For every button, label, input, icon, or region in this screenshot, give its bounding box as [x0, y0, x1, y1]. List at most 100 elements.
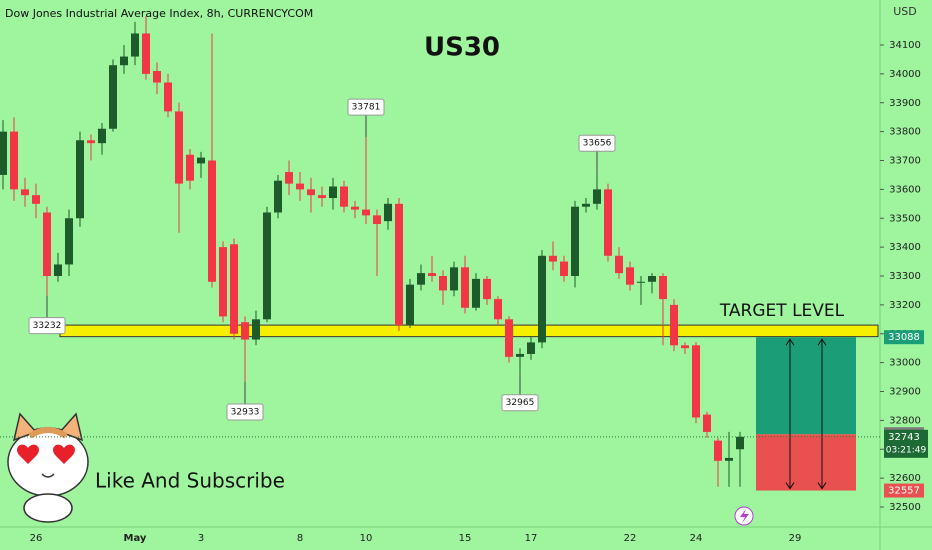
target-price-label: 33088 [888, 332, 920, 343]
candle-body [153, 70, 161, 83]
y-tick-label: 33900 [889, 98, 921, 109]
candle-body [87, 140, 95, 144]
cat-sticker [7, 412, 89, 523]
annotation-box [501, 394, 539, 412]
candle-body [725, 457, 733, 461]
x-tick-label: 10 [360, 533, 373, 544]
candle-body [32, 195, 40, 204]
candle-body [318, 195, 326, 199]
y-tick-label: 34100 [889, 40, 921, 51]
x-tick-label: 15 [459, 533, 472, 544]
candle-body [109, 65, 117, 129]
candle-body [296, 183, 304, 190]
annotation-box [347, 98, 385, 116]
x-tick-label: 29 [789, 533, 802, 544]
candle-body [461, 267, 469, 308]
candle-body [186, 154, 194, 181]
candle-body [736, 436, 744, 450]
candle-body [505, 319, 513, 357]
candle-body [76, 140, 84, 219]
candle-body [197, 157, 205, 164]
candle-body [98, 128, 106, 144]
candle-body [362, 209, 370, 216]
candle-body [395, 203, 403, 326]
candle-body [472, 278, 480, 308]
candle-body [340, 186, 348, 207]
candle-body [417, 273, 425, 285]
candle-body [692, 345, 700, 418]
candle-body [703, 414, 711, 432]
stop-price-label: 32557 [888, 486, 920, 497]
y-tick-label: 33600 [889, 184, 921, 195]
candle-body [230, 244, 238, 334]
x-tick-label: 8 [297, 533, 303, 544]
candle-body [373, 215, 381, 225]
candle-body [175, 111, 183, 184]
stop-price-label-bg [884, 483, 924, 498]
candle-body [131, 33, 139, 57]
candle-body [593, 189, 601, 204]
candle-body [285, 172, 293, 184]
candle-body [406, 284, 414, 326]
candle-body [351, 206, 359, 210]
candle-body [549, 255, 557, 262]
currency: USD [893, 5, 917, 18]
candle-body [615, 255, 623, 274]
y-tick-label: 33500 [889, 213, 921, 224]
y-tick-label: 33700 [889, 156, 921, 167]
candle-body [329, 186, 337, 199]
candle-body [659, 276, 667, 300]
candle-body [208, 160, 216, 282]
candle-body [21, 189, 29, 196]
annotation: 32965 [506, 398, 535, 408]
candle-body [428, 273, 436, 276]
candle-body [604, 189, 612, 256]
candle-body [54, 264, 62, 276]
chart-title: US30 [424, 33, 500, 63]
annotation-box [578, 134, 616, 152]
target-price-label-bg [884, 330, 924, 345]
y-tick-label: 32900 [889, 387, 921, 398]
x-tick-label: 26 [30, 533, 43, 544]
loss-zone [756, 434, 856, 491]
last-price-label: 32743 [888, 432, 920, 443]
candle-body [714, 440, 722, 461]
profit-zone [756, 337, 856, 435]
target-label: TARGET LEVEL [719, 301, 845, 321]
candle-body [494, 299, 502, 320]
candle-body [10, 131, 18, 190]
annotation: 33232 [33, 321, 62, 331]
x-tick-label: May [124, 533, 147, 544]
candle-body [538, 255, 546, 343]
candle-body [120, 56, 128, 66]
x-tick-label: 24 [690, 533, 703, 544]
annotation: 33656 [583, 139, 612, 149]
countdown: 03:21:49 [886, 445, 927, 455]
x-tick-label: 22 [624, 533, 637, 544]
lightning-icon[interactable] [734, 506, 754, 526]
subtitle: Dow Jones Industrial Average Index, 8h, … [5, 7, 313, 20]
candle-body [450, 267, 458, 291]
candle-body [483, 278, 491, 300]
candle-body [648, 276, 656, 282]
y-tick-label: 33300 [889, 271, 921, 282]
candle-body [670, 304, 678, 346]
candle-body [219, 247, 227, 317]
candle-body [571, 206, 579, 276]
candle-body [681, 345, 689, 349]
x-tick-label: 17 [525, 533, 538, 544]
y-tick-label: 34000 [889, 69, 921, 80]
caption: Like And Subscribe [95, 469, 285, 493]
y-tick-label: 32500 [889, 502, 921, 513]
y-tick-label: 33200 [889, 300, 921, 311]
support-zone [59, 324, 879, 338]
candle-body [516, 353, 524, 357]
candle-body [274, 180, 282, 213]
candle-body [142, 33, 150, 74]
last-price-bg [884, 429, 928, 458]
y-tick-label: 32800 [889, 415, 921, 426]
candle-body [384, 203, 392, 222]
candle-body [637, 281, 645, 283]
